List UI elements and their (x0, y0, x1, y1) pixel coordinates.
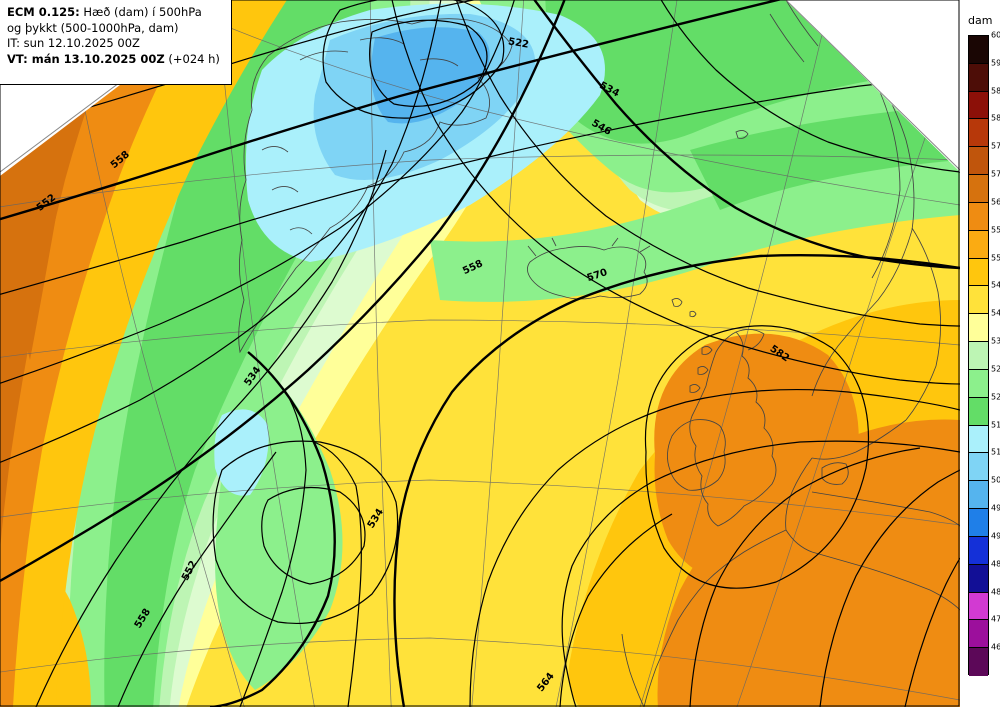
colorbar-tick-line (968, 424, 989, 426)
colorbar-tick-label: 564 (991, 197, 1000, 207)
colorbar-tick-line (968, 396, 989, 398)
colorbar[interactable] (968, 35, 989, 676)
colorbar-tick-label: 516 (991, 420, 1000, 430)
colorbar-tick-label: 480 (991, 587, 1000, 597)
colorbar-tick-line (968, 62, 989, 64)
colorbar-tick-line (968, 146, 989, 148)
model-name: ECM 0.125: (7, 5, 80, 19)
forecast-hour: (+024 h) (164, 51, 220, 66)
colorbar-tick-line (968, 201, 989, 203)
colorbar-tick-line (968, 563, 989, 565)
valid-time-value: VT: mán 13.10.2025 00Z (7, 51, 165, 66)
title-line-init-time: IT: sun 12.10.2025 00Z (7, 36, 140, 50)
colorbar-tick-label: 486 (991, 559, 1000, 569)
colorbar-tick-line (968, 535, 989, 537)
colorbar-tick-line (968, 619, 989, 621)
colorbar-tick-line (968, 341, 989, 343)
colorbar-band (969, 36, 988, 64)
colorbar-tick-label: 528 (991, 364, 1000, 374)
colorbar-tick-line (968, 313, 989, 315)
colorbar-legend: dam 600 594 588 582 576 570 564 558 552 546 540 534… (960, 0, 1000, 707)
colorbar-tick-line (968, 257, 989, 259)
colorbar-band (969, 536, 988, 565)
colorbar-tick-label: 474 (991, 614, 1000, 624)
field-500hpa: Hæð (dam) í 500hPa (79, 5, 202, 19)
colorbar-band (969, 202, 988, 231)
colorbar-tick-label: 582 (991, 113, 1000, 123)
colorbar-tick-line (968, 480, 989, 482)
title-box: ECM 0.125: Hæð (dam) í 500hPa og þykkt (… (0, 0, 232, 85)
colorbar-tick-label: 570 (991, 169, 1000, 179)
colorbar-band (969, 286, 988, 315)
colorbar-band (969, 175, 988, 203)
height-contour-layer (0, 0, 960, 707)
colorbar-tick-label: 498 (991, 503, 1000, 513)
colorbar-band (969, 647, 988, 676)
colorbar-band (969, 453, 988, 481)
colorbar-tick-line (968, 452, 989, 454)
colorbar-band (969, 425, 988, 454)
colorbar-tick-label: 492 (991, 531, 1000, 541)
colorbar-band (969, 341, 988, 370)
colorbar-unit-label: dam (968, 14, 993, 27)
colorbar-band (969, 230, 988, 259)
colorbar-tick-line (968, 285, 989, 287)
colorbar-tick-line (968, 591, 989, 593)
colorbar-tick-label: 504 (991, 475, 1000, 485)
colorbar-tick-label: 594 (991, 58, 1000, 68)
colorbar-tick-line (968, 647, 989, 649)
colorbar-band (969, 314, 988, 342)
title-line-valid-time: VT: mán 13.10.2025 00Z (+024 h) (7, 52, 225, 68)
colorbar-tick-label: 522 (991, 392, 1000, 402)
colorbar-tick-label: 546 (991, 280, 1000, 290)
colorbar-tick-line (968, 118, 989, 120)
colorbar-tick-line (968, 508, 989, 510)
colorbar-tick-label: 552 (991, 253, 1000, 263)
colorbar-band (969, 620, 988, 648)
graticule-layer (0, 0, 960, 707)
colorbar-band (969, 508, 988, 537)
colorbar-band (969, 91, 988, 120)
colorbar-band (969, 397, 988, 426)
colorbar-tick-line (968, 229, 989, 231)
colorbar-tick-label: 600 (991, 30, 1000, 40)
thickness-fill-layer (0, 0, 960, 707)
colorbar-tick-line (968, 90, 989, 92)
colorbar-band (969, 258, 988, 287)
colorbar-tick-label: 558 (991, 225, 1000, 235)
colorbar-band (969, 147, 988, 176)
colorbar-band (969, 369, 988, 398)
title-line-thickness: og þykkt (500-1000hPa, dam) (7, 20, 179, 35)
colorbar-tick-label: 468 (991, 642, 1000, 652)
colorbar-tick-label: 576 (991, 141, 1000, 151)
colorbar-tick-label: 534 (991, 336, 1000, 346)
colorbar-band (969, 481, 988, 509)
colorbar-tick-label: 588 (991, 86, 1000, 96)
map-panel[interactable]: 5585525345345345465345225585705825525585… (0, 0, 960, 707)
colorbar-band (969, 63, 988, 92)
colorbar-band (969, 119, 988, 148)
contour-label: 522 (507, 36, 530, 50)
colorbar-tick-line (968, 368, 989, 370)
colorbar-tick-label: 540 (991, 308, 1000, 318)
title-line-model: ECM 0.125: Hæð (dam) í 500hPa (7, 5, 225, 21)
colorbar-band (969, 592, 988, 621)
colorbar-band (969, 564, 988, 593)
colorbar-tick-label: 510 (991, 447, 1000, 457)
colorbar-tick-line (968, 174, 989, 176)
map-canvas[interactable]: 5585525345345345465345225585705825525585… (0, 0, 960, 707)
